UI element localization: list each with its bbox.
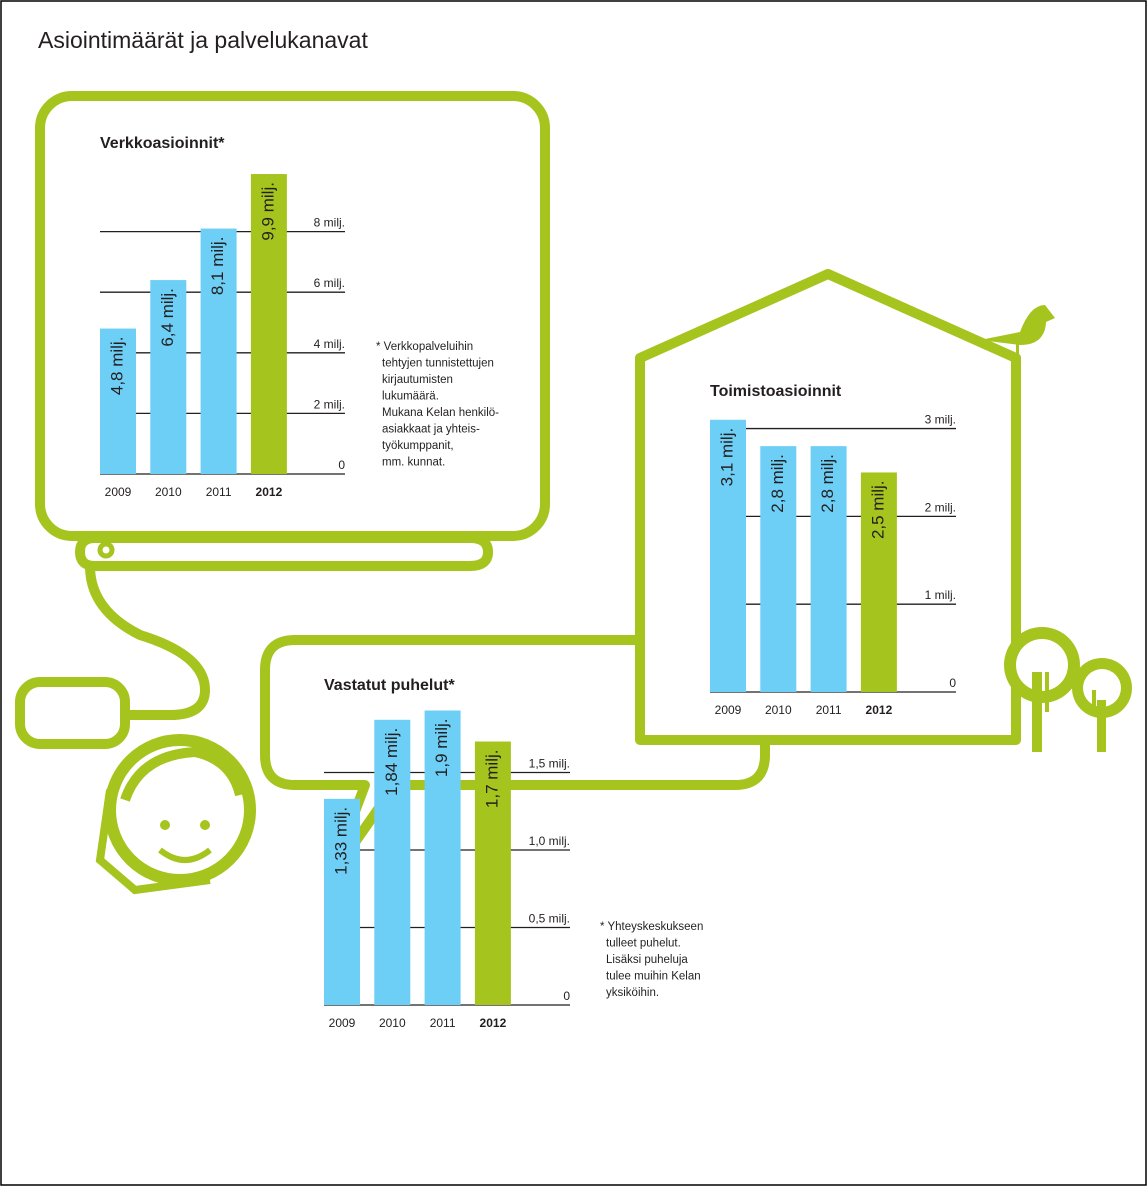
value-label: 1,7 milj. bbox=[482, 750, 501, 809]
y-tick-label: 0 bbox=[338, 458, 345, 472]
bar bbox=[760, 446, 797, 692]
value-label: 2,8 milj. bbox=[768, 454, 787, 513]
bar bbox=[474, 741, 511, 1005]
bar bbox=[150, 280, 187, 474]
footnote: tulleet puhelut. bbox=[606, 938, 681, 950]
bar bbox=[250, 174, 287, 474]
y-tick-label: 0,5 milj. bbox=[529, 912, 570, 926]
x-tick-label: 2009 bbox=[329, 1016, 356, 1030]
x-tick-label: 2012 bbox=[256, 485, 283, 499]
x-tick-label: 2009 bbox=[715, 703, 742, 717]
value-label: 6,4 milj. bbox=[158, 288, 177, 347]
x-tick-label: 2010 bbox=[765, 703, 792, 717]
y-tick-label: 3 milj. bbox=[925, 413, 956, 427]
x-tick-label: 2011 bbox=[206, 485, 232, 499]
footnote: * Yhteyskeskukseen bbox=[600, 921, 703, 933]
y-tick-label: 4 milj. bbox=[314, 337, 345, 351]
footnote: yksiköihin. bbox=[606, 987, 659, 999]
y-tick-label: 1 milj. bbox=[925, 588, 956, 602]
value-label: 1,33 milj. bbox=[331, 807, 350, 875]
chart-title: Vastatut puhelut* bbox=[324, 677, 455, 694]
x-tick-label: 2009 bbox=[105, 485, 132, 499]
y-tick-label: 2 milj. bbox=[314, 397, 345, 411]
footnote: asiakkaat ja yhteis- bbox=[382, 424, 480, 436]
value-label: 4,8 milj. bbox=[107, 337, 126, 396]
footnote: kirjautumisten bbox=[382, 374, 453, 386]
bar bbox=[860, 472, 897, 692]
chart-title: Toimistoasioinnit bbox=[710, 383, 842, 400]
bar bbox=[810, 446, 847, 692]
value-label: 3,1 milj. bbox=[717, 428, 736, 487]
bar bbox=[710, 419, 746, 692]
x-tick-label: 2011 bbox=[430, 1016, 456, 1030]
x-tick-label: 2010 bbox=[155, 485, 182, 499]
x-tick-label: 2012 bbox=[480, 1016, 507, 1030]
x-tick-label: 2011 bbox=[816, 703, 842, 717]
footnote: tulee muihin Kelan bbox=[606, 971, 701, 983]
value-label: 1,84 milj. bbox=[382, 728, 401, 796]
footnote: työkumppanit, bbox=[382, 440, 454, 452]
footnote: Mukana Kelan henkilö- bbox=[382, 407, 499, 419]
y-tick-label: 1,0 milj. bbox=[529, 834, 570, 848]
bar bbox=[200, 228, 237, 474]
footnote: * Verkkopalveluihin bbox=[376, 341, 473, 353]
footnote: Lisäksi puheluja bbox=[606, 954, 688, 966]
footnote: lukumäärä. bbox=[382, 391, 439, 403]
footnote: tehtyjen tunnistettujen bbox=[382, 358, 494, 370]
bar bbox=[324, 798, 360, 1005]
y-tick-label: 8 milj. bbox=[314, 216, 345, 230]
y-tick-label: 0 bbox=[949, 676, 956, 690]
chart-title: Verkkoasioinnit* bbox=[100, 135, 225, 152]
y-tick-label: 6 milj. bbox=[314, 276, 345, 290]
page-title: Asiointimäärät ja palvelukanavat bbox=[38, 27, 368, 53]
bar bbox=[374, 719, 411, 1005]
value-label: 2,8 milj. bbox=[818, 454, 837, 513]
bird bbox=[980, 305, 1055, 356]
value-label: 8,1 milj. bbox=[208, 237, 227, 296]
x-tick-label: 2012 bbox=[866, 703, 893, 717]
value-label: 9,9 milj. bbox=[258, 182, 277, 241]
value-label: 1,9 milj. bbox=[432, 719, 451, 778]
y-tick-label: 0 bbox=[563, 989, 570, 1003]
trees bbox=[1004, 627, 1132, 752]
bar bbox=[100, 328, 136, 474]
monitor bbox=[15, 91, 550, 749]
y-tick-label: 2 milj. bbox=[925, 500, 956, 514]
person bbox=[95, 734, 256, 895]
x-tick-label: 2010 bbox=[379, 1016, 406, 1030]
bar bbox=[424, 710, 461, 1005]
footnote: mm. kunnat. bbox=[382, 457, 445, 469]
value-label: 2,5 milj. bbox=[868, 480, 887, 539]
y-tick-label: 1,5 milj. bbox=[529, 757, 570, 771]
speech-bubble bbox=[260, 635, 770, 883]
